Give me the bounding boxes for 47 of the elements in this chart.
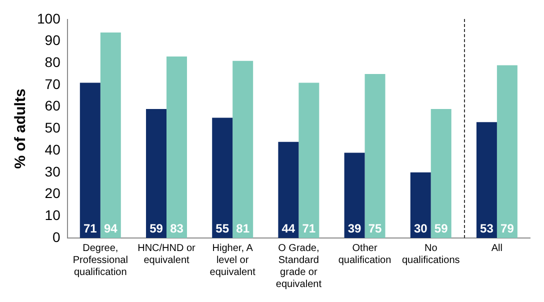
data-label: 75 bbox=[368, 221, 382, 236]
y-tick-label: 40 bbox=[44, 141, 61, 158]
bar bbox=[410, 172, 431, 238]
data-label: 71 bbox=[302, 221, 316, 236]
data-label: 59 bbox=[150, 221, 164, 236]
y-tick-label: 30 bbox=[44, 163, 61, 180]
data-label: 59 bbox=[434, 221, 448, 236]
y-tick-label: 20 bbox=[44, 185, 61, 202]
x-tick-label: Other qualification bbox=[338, 242, 392, 266]
data-label: 55 bbox=[216, 221, 230, 236]
bar bbox=[364, 74, 386, 238]
y-tick-label: 0 bbox=[52, 228, 61, 245]
y-tick-label: 60 bbox=[44, 98, 61, 114]
x-tick-label: Degree, Professional qualification bbox=[72, 242, 128, 278]
bar bbox=[298, 82, 320, 238]
bar bbox=[278, 142, 299, 238]
y-tick-label: 50 bbox=[44, 120, 61, 136]
data-label: 83 bbox=[170, 221, 184, 236]
data-label: 53 bbox=[480, 221, 494, 236]
bar bbox=[80, 82, 100, 238]
bar bbox=[146, 109, 166, 238]
y-tick-label: 100 bbox=[37, 10, 61, 26]
x-tick-label: All bbox=[491, 242, 503, 254]
x-tick-label: O Grade, Standard grade or equivalent bbox=[276, 242, 322, 290]
bar bbox=[430, 109, 452, 238]
bar bbox=[496, 65, 518, 238]
bar bbox=[344, 152, 365, 238]
bar bbox=[100, 32, 121, 238]
data-label: 79 bbox=[500, 221, 514, 236]
bar bbox=[476, 122, 497, 238]
bar bbox=[212, 118, 233, 238]
y-axis-title: % of adults bbox=[12, 88, 30, 169]
bar bbox=[166, 56, 187, 238]
data-label: 39 bbox=[348, 221, 362, 236]
x-tick-label: HNC/HND or equivalent bbox=[138, 242, 196, 266]
x-tick-label: No qualifications bbox=[402, 242, 460, 266]
y-tick-label: 70 bbox=[44, 76, 61, 92]
data-label: 94 bbox=[104, 221, 118, 236]
data-label: 81 bbox=[236, 221, 250, 236]
bar bbox=[232, 60, 254, 238]
data-label: 30 bbox=[414, 221, 428, 236]
x-tick-label: Higher, A level or equivalent bbox=[210, 242, 256, 278]
data-label: 44 bbox=[282, 221, 296, 236]
y-tick-label: 10 bbox=[44, 207, 61, 223]
y-tick-label: 80 bbox=[44, 54, 61, 70]
data-label: 71 bbox=[83, 221, 98, 236]
y-tick-label: 90 bbox=[44, 32, 61, 48]
